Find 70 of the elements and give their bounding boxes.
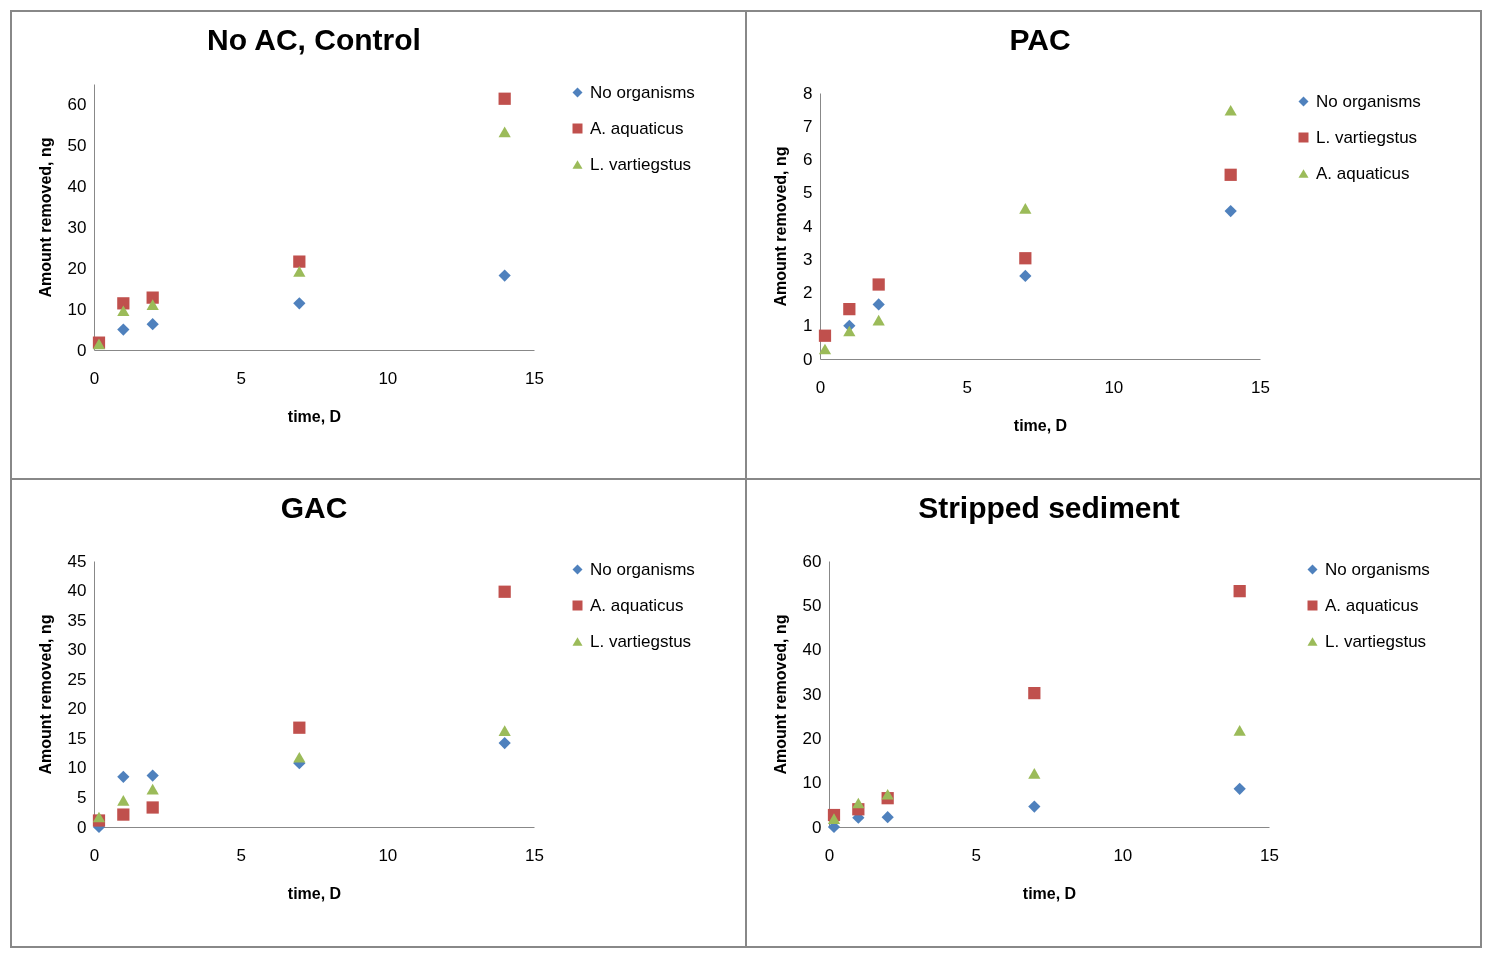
legend-label: L. vartiegstus <box>1316 127 1418 147</box>
y-axis-title: Amount removed, ng <box>771 614 789 775</box>
y-tick-label: 20 <box>802 728 822 748</box>
legend-label: A. aquaticus <box>590 118 684 138</box>
y-tick-label: 30 <box>67 640 87 660</box>
y-tick-label: 50 <box>67 135 87 155</box>
x-tick-label: 15 <box>1251 377 1270 397</box>
x-tick-label: 10 <box>378 845 398 865</box>
y-tick-label: 10 <box>67 758 87 778</box>
chart-title: Stripped sediment <box>918 491 1180 524</box>
y-tick-label: 8 <box>803 83 813 103</box>
y-tick-label: 50 <box>802 595 822 615</box>
chart-title: No AC, Control <box>207 23 421 56</box>
legend-label: L. vartiegstus <box>590 631 692 651</box>
y-tick-label: 0 <box>77 817 87 837</box>
x-axis-title: time, D <box>1013 416 1068 434</box>
x-axis-title: time, D <box>287 884 342 902</box>
chart-title: GAC <box>280 491 348 524</box>
x-axis-title: time, D <box>1022 884 1077 902</box>
x-axis-title: time, D <box>287 407 342 425</box>
y-tick-label: 10 <box>802 773 822 793</box>
legend-label: A. aquaticus <box>1316 163 1410 183</box>
y-tick-label: 6 <box>803 150 813 169</box>
y-tick-label: 4 <box>803 216 813 236</box>
y-tick-label: 20 <box>67 258 87 278</box>
y-tick-label: 60 <box>802 551 822 571</box>
x-tick-label: 10 <box>1113 845 1133 865</box>
x-tick-label: 15 <box>525 845 544 865</box>
y-tick-label: 0 <box>803 349 813 369</box>
x-tick-label: 5 <box>236 845 246 865</box>
x-tick-label: 5 <box>236 368 246 388</box>
y-axis-title: Amount removed, ng <box>772 146 790 307</box>
y-tick-label: 20 <box>67 699 87 719</box>
y-tick-label: 60 <box>67 94 87 114</box>
x-tick-label: 0 <box>824 845 835 865</box>
x-tick-label: 10 <box>1104 377 1124 397</box>
y-tick-label: 35 <box>67 610 87 630</box>
y-tick-label: 40 <box>67 581 87 601</box>
y-axis-title: Amount removed, ng <box>36 614 54 775</box>
y-tick-label: 30 <box>67 217 87 237</box>
legend-label: L. vartiegstus <box>590 154 692 174</box>
y-tick-label: 5 <box>803 183 813 203</box>
y-tick-label: 40 <box>67 176 87 196</box>
x-tick-label: 15 <box>525 368 544 388</box>
x-tick-label: 5 <box>971 845 981 865</box>
y-tick-label: 0 <box>812 817 822 837</box>
y-tick-label: 15 <box>67 728 87 748</box>
y-tick-label: 0 <box>77 340 87 360</box>
x-tick-label: 15 <box>1260 845 1279 865</box>
y-tick-label: 25 <box>67 669 87 689</box>
legend-label: A. aquaticus <box>1325 595 1419 615</box>
x-tick-label: 5 <box>962 377 972 397</box>
y-tick-label: 30 <box>802 684 822 704</box>
y-tick-label: 7 <box>803 116 813 136</box>
legend-label: L. vartiegstus <box>1325 631 1427 651</box>
y-tick-label: 3 <box>803 249 813 269</box>
legend-label: No organisms <box>590 82 695 102</box>
legend-label: No organisms <box>590 559 695 579</box>
y-axis-title: Amount removed, ng <box>36 137 54 298</box>
chart-title: PAC <box>1009 23 1071 56</box>
y-tick-label: 10 <box>67 299 87 319</box>
x-tick-label: 10 <box>378 368 398 388</box>
legend-label: A. aquaticus <box>590 595 684 615</box>
y-tick-label: 45 <box>67 551 87 571</box>
y-tick-label: 1 <box>803 316 813 336</box>
legend-label: No organisms <box>1325 559 1430 579</box>
y-tick-label: 2 <box>803 283 813 302</box>
legend-label: No organisms <box>1316 91 1421 111</box>
y-tick-label: 40 <box>802 640 822 660</box>
y-tick-label: 5 <box>77 787 87 807</box>
